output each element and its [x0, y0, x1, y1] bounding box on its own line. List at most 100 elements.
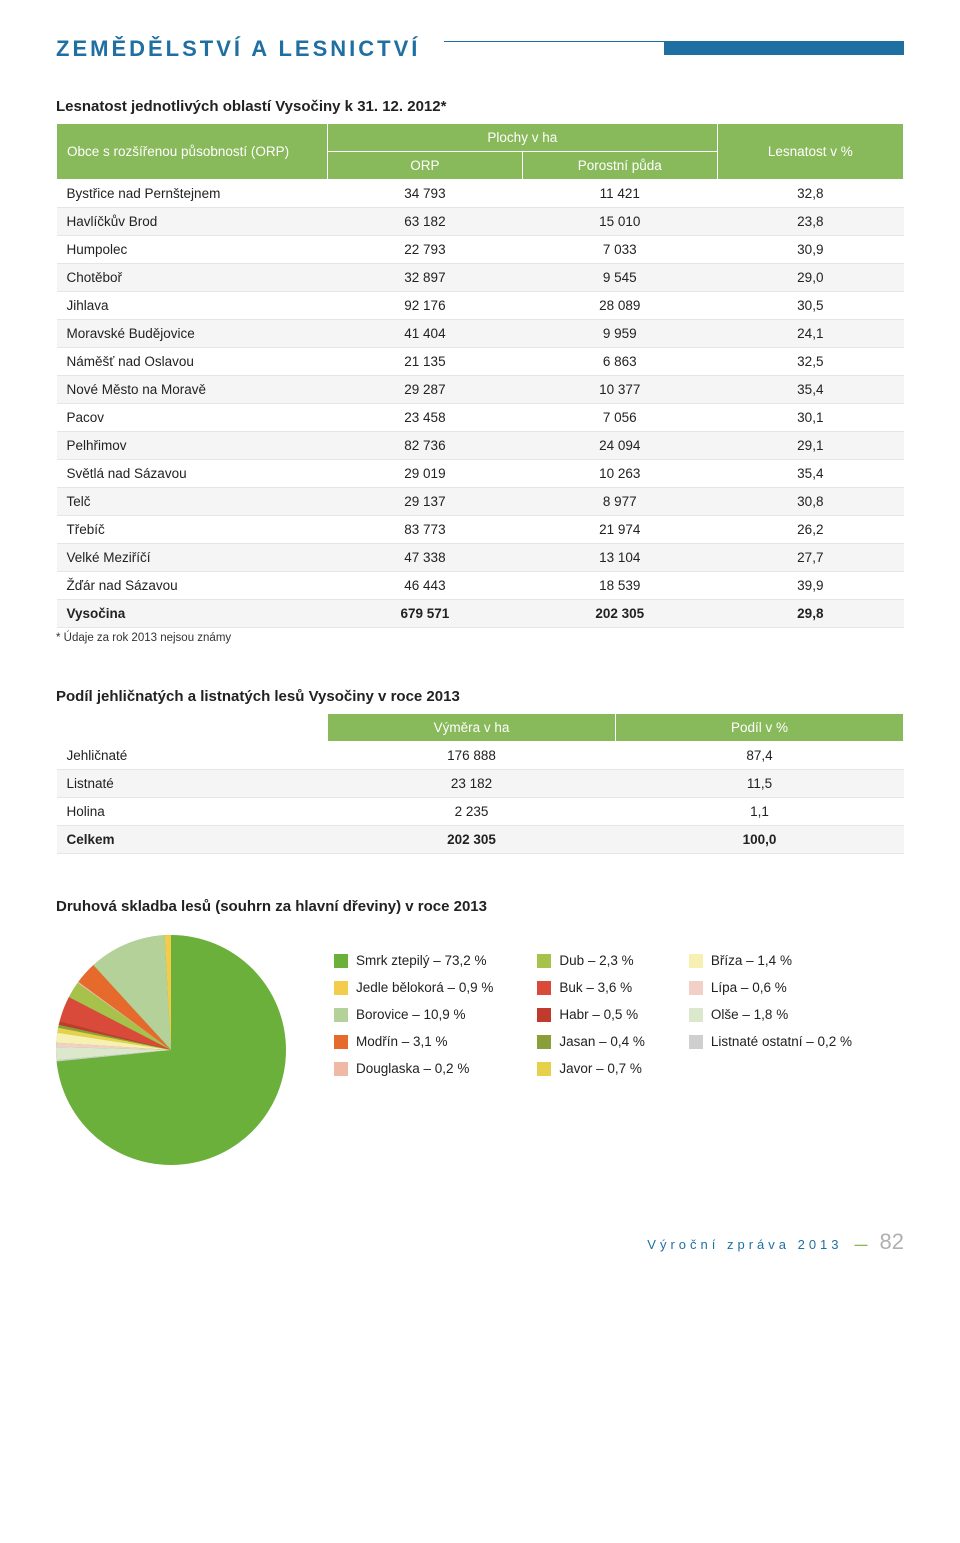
cell-pct: 29,0 — [717, 264, 903, 292]
cell-pct: 32,5 — [717, 348, 903, 376]
cell-pct: 26,2 — [717, 516, 903, 544]
cell-p: 100,0 — [616, 826, 904, 854]
cell-por: 202 305 — [522, 600, 717, 628]
cell-name: Pelhřimov — [57, 432, 328, 460]
footer-dash: — — [855, 1237, 868, 1252]
legend-item: Lípa – 0,6 % — [689, 980, 852, 995]
cell-v: 176 888 — [328, 742, 616, 770]
cell-por: 24 094 — [522, 432, 717, 460]
legend-swatch — [537, 981, 551, 995]
footer-page: 82 — [880, 1229, 904, 1255]
cell-v: 23 182 — [328, 770, 616, 798]
legend-label: Bříza – 1,4 % — [711, 953, 792, 968]
cell-pct: 29,8 — [717, 600, 903, 628]
cell-pct: 29,1 — [717, 432, 903, 460]
table-row: Velké Meziříčí47 33813 10427,7 — [57, 544, 904, 572]
col-orp-group: Obce s rozšířenou působností (ORP) — [57, 124, 328, 180]
col-podil: Podíl v % — [616, 714, 904, 742]
col-plochy: Plochy v ha — [328, 124, 718, 152]
cell-por: 11 421 — [522, 180, 717, 208]
table-row: Vysočina679 571202 30529,8 — [57, 600, 904, 628]
cell-name: Světlá nad Sázavou — [57, 460, 328, 488]
cell-por: 13 104 — [522, 544, 717, 572]
legend-label: Modřín – 3,1 % — [356, 1034, 448, 1049]
cell-orp: 29 137 — [328, 488, 523, 516]
legend-swatch — [334, 981, 348, 995]
cell-por: 21 974 — [522, 516, 717, 544]
table-podil: Výměra v ha Podíl v % Jehličnaté176 8888… — [56, 713, 904, 854]
cell-orp: 29 019 — [328, 460, 523, 488]
table-row: Světlá nad Sázavou29 01910 26335,4 — [57, 460, 904, 488]
cell-por: 28 089 — [522, 292, 717, 320]
cell-orp: 82 736 — [328, 432, 523, 460]
legend-swatch — [537, 1062, 551, 1076]
cell-name: Žďár nad Sázavou — [57, 572, 328, 600]
cell-name: Náměšť nad Oslavou — [57, 348, 328, 376]
page-footer: Výroční zpráva 2013 — 82 — [56, 1229, 904, 1255]
legend-label: Listnaté ostatní – 0,2 % — [711, 1034, 852, 1049]
legend-label: Buk – 3,6 % — [559, 980, 632, 995]
legend-item: Buk – 3,6 % — [537, 980, 645, 995]
legend-swatch — [334, 1008, 348, 1022]
legend-swatch — [334, 1035, 348, 1049]
cell-pct: 35,4 — [717, 376, 903, 404]
cell-name: Humpolec — [57, 236, 328, 264]
cell-orp: 47 338 — [328, 544, 523, 572]
table-row: Chotěboř32 8979 54529,0 — [57, 264, 904, 292]
cell-por: 10 377 — [522, 376, 717, 404]
col-porostni: Porostní půda — [522, 152, 717, 180]
cell-por: 10 263 — [522, 460, 717, 488]
table-row: Humpolec22 7937 03330,9 — [57, 236, 904, 264]
cell-name: Třebíč — [57, 516, 328, 544]
cell-orp: 46 443 — [328, 572, 523, 600]
cell-name: Havlíčkův Brod — [57, 208, 328, 236]
cell-pct: 32,8 — [717, 180, 903, 208]
legend-swatch — [689, 1035, 703, 1049]
pie-legend: Smrk ztepilý – 73,2 %Jedle bělokorá – 0,… — [334, 953, 852, 1076]
cell-pct: 35,4 — [717, 460, 903, 488]
cell-v: 2 235 — [328, 798, 616, 826]
cell-v: 202 305 — [328, 826, 616, 854]
col-orp: ORP — [328, 152, 523, 180]
cell-orp: 21 135 — [328, 348, 523, 376]
cell-name: Listnaté — [57, 770, 328, 798]
legend-label: Dub – 2,3 % — [559, 953, 633, 968]
legend-item: Smrk ztepilý – 73,2 % — [334, 953, 493, 968]
table-row: Celkem202 305100,0 — [57, 826, 904, 854]
cell-p: 1,1 — [616, 798, 904, 826]
legend-item: Bříza – 1,4 % — [689, 953, 852, 968]
cell-por: 18 539 — [522, 572, 717, 600]
cell-orp: 22 793 — [328, 236, 523, 264]
legend-label: Lípa – 0,6 % — [711, 980, 787, 995]
legend-label: Olše – 1,8 % — [711, 1007, 788, 1022]
legend-label: Javor – 0,7 % — [559, 1061, 642, 1076]
col-lesnatost: Lesnatost v % — [717, 124, 903, 180]
cell-por: 8 977 — [522, 488, 717, 516]
legend-label: Smrk ztepilý – 73,2 % — [356, 953, 487, 968]
section-title: ZEMĚDĚLSTVÍ A LESNICTVÍ — [56, 36, 420, 62]
pie-title: Druhová skladba lesů (souhrn za hlavní d… — [56, 898, 904, 915]
legend-item: Listnaté ostatní – 0,2 % — [689, 1034, 852, 1049]
cell-pct: 30,1 — [717, 404, 903, 432]
table-row: Jehličnaté176 88887,4 — [57, 742, 904, 770]
cell-por: 15 010 — [522, 208, 717, 236]
header-rule — [444, 41, 904, 57]
cell-name: Celkem — [57, 826, 328, 854]
cell-orp: 41 404 — [328, 320, 523, 348]
cell-pct: 23,8 — [717, 208, 903, 236]
cell-name: Telč — [57, 488, 328, 516]
table-row: Pelhřimov82 73624 09429,1 — [57, 432, 904, 460]
cell-por: 7 033 — [522, 236, 717, 264]
cell-orp: 83 773 — [328, 516, 523, 544]
legend-swatch — [689, 954, 703, 968]
table-row: Holina2 2351,1 — [57, 798, 904, 826]
cell-p: 87,4 — [616, 742, 904, 770]
table-row: Pacov23 4587 05630,1 — [57, 404, 904, 432]
legend-label: Jasan – 0,4 % — [559, 1034, 645, 1049]
cell-name: Nové Město na Moravě — [57, 376, 328, 404]
table-row: Jihlava92 17628 08930,5 — [57, 292, 904, 320]
table1-footnote: * Údaje za rok 2013 nejsou známy — [56, 632, 904, 644]
legend-label: Douglaska – 0,2 % — [356, 1061, 469, 1076]
section-header: ZEMĚDĚLSTVÍ A LESNICTVÍ — [56, 36, 904, 62]
table-row: Telč29 1378 97730,8 — [57, 488, 904, 516]
